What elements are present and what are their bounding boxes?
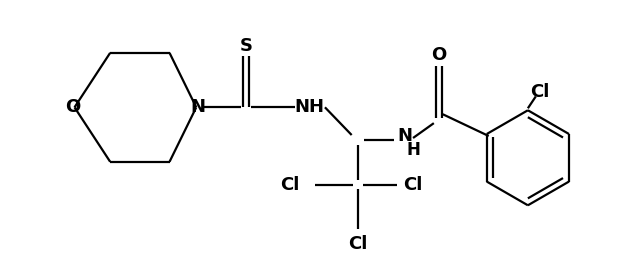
- Text: N: N: [191, 98, 205, 116]
- Text: N: N: [397, 127, 413, 145]
- Text: Cl: Cl: [280, 176, 299, 193]
- Text: Cl: Cl: [403, 176, 423, 193]
- Text: O: O: [65, 98, 80, 116]
- Text: H: H: [406, 141, 420, 159]
- Text: Cl: Cl: [530, 84, 549, 101]
- Text: O: O: [431, 46, 447, 64]
- Text: S: S: [239, 37, 252, 55]
- Text: NH: NH: [294, 98, 324, 116]
- Text: Cl: Cl: [348, 235, 367, 253]
